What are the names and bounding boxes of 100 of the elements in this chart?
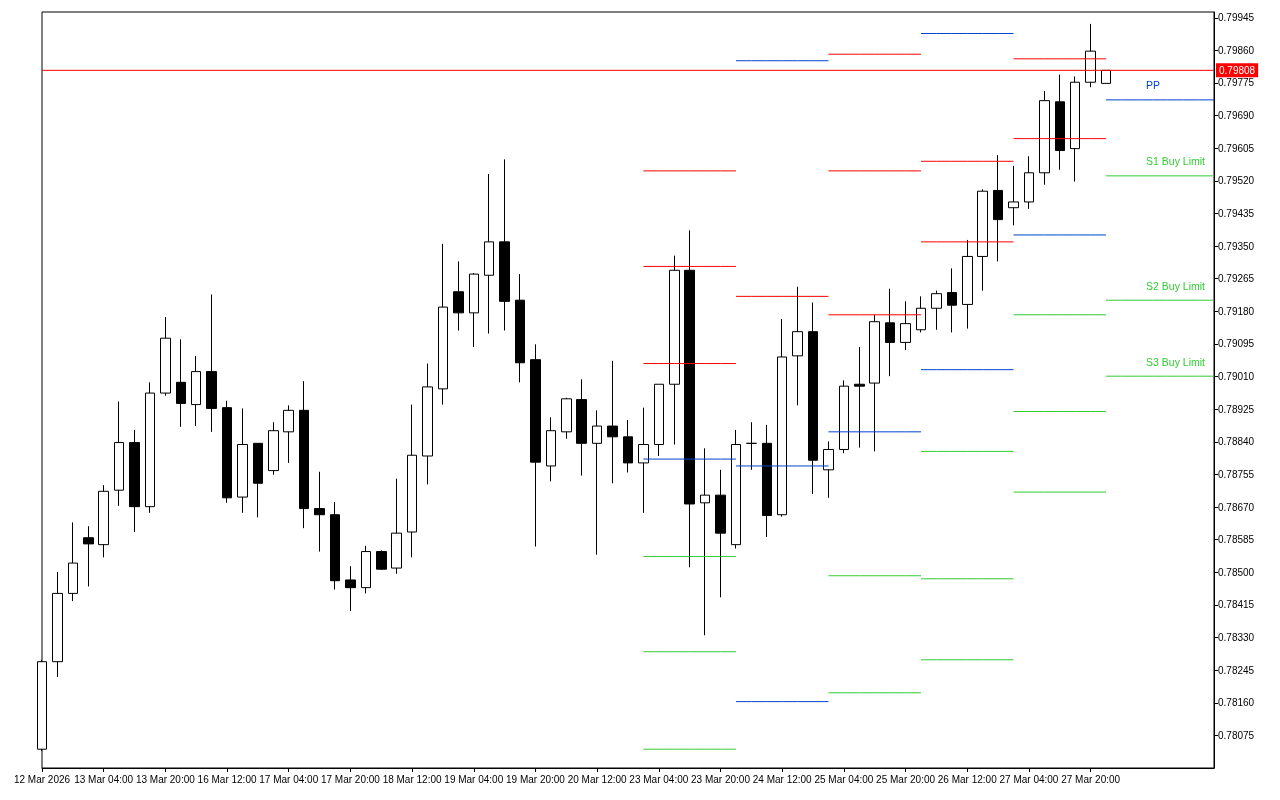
candlestick — [438, 243, 448, 406]
candlestick — [592, 409, 602, 556]
x-tick-label: 13 Mar 04:00 — [74, 773, 134, 785]
series-label: S1 Buy Limit — [1146, 155, 1206, 168]
x-tick-label: 17 Mar 20:00 — [320, 773, 381, 785]
candlestick — [407, 404, 417, 558]
candlestick — [885, 288, 895, 377]
y-tick-label: 0.78160 — [1218, 697, 1255, 709]
candlestick — [469, 272, 479, 348]
candlestick — [145, 381, 155, 514]
y-tick-label: 0.79180 — [1218, 305, 1255, 317]
y-tick-label: 0.79350 — [1218, 240, 1255, 252]
candlestick — [839, 379, 849, 454]
candlestick — [854, 346, 865, 449]
y-tick-label: 0.78245 — [1218, 664, 1255, 676]
candlestick — [129, 429, 140, 533]
candlestick — [869, 314, 880, 452]
ref-line-label: 0.79808 — [1219, 64, 1256, 76]
y-tick-label: 0.79690 — [1218, 110, 1255, 122]
candlestick — [206, 293, 217, 433]
x-tick-label: 17 Mar 04:00 — [259, 773, 319, 785]
candlestick — [1101, 69, 1111, 84]
candlestick — [808, 302, 818, 495]
y-tick-label: 0.78585 — [1218, 534, 1255, 546]
candlestick — [345, 565, 356, 612]
y-tick-label: 0.78755 — [1218, 468, 1255, 480]
x-tick-label: 27 Mar 04:00 — [999, 773, 1059, 785]
y-tick-label: 0.79945 — [1218, 12, 1255, 24]
y-tick-label: 0.79010 — [1218, 371, 1255, 383]
candlestick — [422, 363, 433, 485]
x-tick-label: 16 Mar 12:00 — [197, 773, 257, 785]
y-tick-label: 0.78670 — [1218, 501, 1255, 513]
x-tick-label: 25 Mar 20:00 — [876, 773, 936, 785]
x-tick-label: 27 Mar 20:00 — [1061, 773, 1121, 785]
y-tick-label: 0.78925 — [1218, 403, 1255, 415]
x-tick-label: 19 Mar 20:00 — [506, 773, 566, 785]
candlestick — [931, 290, 942, 331]
candlestick — [253, 442, 263, 518]
candlestick — [484, 173, 494, 335]
x-tick-label: 23 Mar 20:00 — [691, 773, 751, 785]
y-tick-label: 0.79265 — [1218, 273, 1255, 285]
y-tick-label: 0.78075 — [1218, 729, 1255, 741]
x-tick-label: 23 Mar 04:00 — [629, 773, 689, 785]
candlestick — [391, 478, 402, 575]
series-label: S3 Buy Limit — [1146, 355, 1206, 368]
candlestick — [561, 397, 572, 440]
candlestick — [762, 424, 772, 538]
y-tick-label: 0.79605 — [1218, 142, 1255, 154]
x-tick-label: 26 Mar 12:00 — [937, 773, 998, 785]
candlestick — [283, 404, 294, 464]
candlestick — [98, 484, 109, 558]
y-tick-label: 0.79860 — [1218, 44, 1255, 56]
x-tick-label: 19 Mar 04:00 — [444, 773, 504, 785]
candlestick — [361, 545, 371, 594]
candlestick — [947, 267, 957, 333]
y-tick-label: 0.79520 — [1218, 175, 1255, 187]
series-label: S2 Buy Limit — [1146, 279, 1206, 292]
candlestick — [607, 360, 618, 484]
candlestick — [654, 383, 664, 457]
candlestick — [1024, 155, 1034, 210]
candlestick — [268, 421, 279, 476]
candlestick — [515, 273, 525, 383]
candlestick — [237, 407, 248, 514]
y-tick-label: 0.78330 — [1218, 632, 1255, 644]
candlestick — [546, 416, 556, 482]
candlestick — [160, 316, 171, 397]
candlestick — [314, 471, 325, 553]
candlestick — [52, 571, 63, 678]
candlestick — [1008, 165, 1019, 226]
candlestick — [731, 429, 741, 549]
candlestick — [1039, 90, 1050, 186]
series-label: PP — [1146, 79, 1161, 92]
candlestick — [330, 501, 340, 591]
candlestick — [962, 239, 973, 330]
candlestick — [453, 260, 464, 332]
candlestick — [83, 525, 94, 587]
candlestick — [823, 440, 834, 499]
candlestick — [1085, 23, 1096, 88]
y-tick-label: 0.78415 — [1218, 599, 1255, 611]
candlestick — [715, 469, 726, 598]
candlestick — [176, 338, 186, 428]
candlestick — [684, 229, 695, 568]
candlestick — [993, 154, 1003, 262]
candlestick — [977, 188, 988, 292]
x-tick-label: 12 Mar 2026 — [13, 773, 71, 785]
candlestick — [1055, 74, 1065, 171]
y-tick-label: 0.79435 — [1218, 207, 1255, 219]
candlestick — [299, 380, 309, 529]
x-tick-label: 24 Mar 12:00 — [752, 773, 813, 785]
candlestick — [1070, 75, 1080, 183]
candlestick — [746, 421, 757, 471]
x-tick-label: 20 Mar 12:00 — [567, 773, 628, 785]
candlestick — [900, 300, 911, 351]
candlestick — [669, 255, 680, 445]
candlestick — [222, 400, 232, 504]
y-tick-label: 0.79775 — [1218, 77, 1255, 89]
y-tick-label: 0.78840 — [1218, 436, 1255, 448]
y-tick-label: 0.78500 — [1218, 566, 1255, 578]
candlestick — [114, 401, 124, 507]
candlestick — [700, 447, 710, 636]
